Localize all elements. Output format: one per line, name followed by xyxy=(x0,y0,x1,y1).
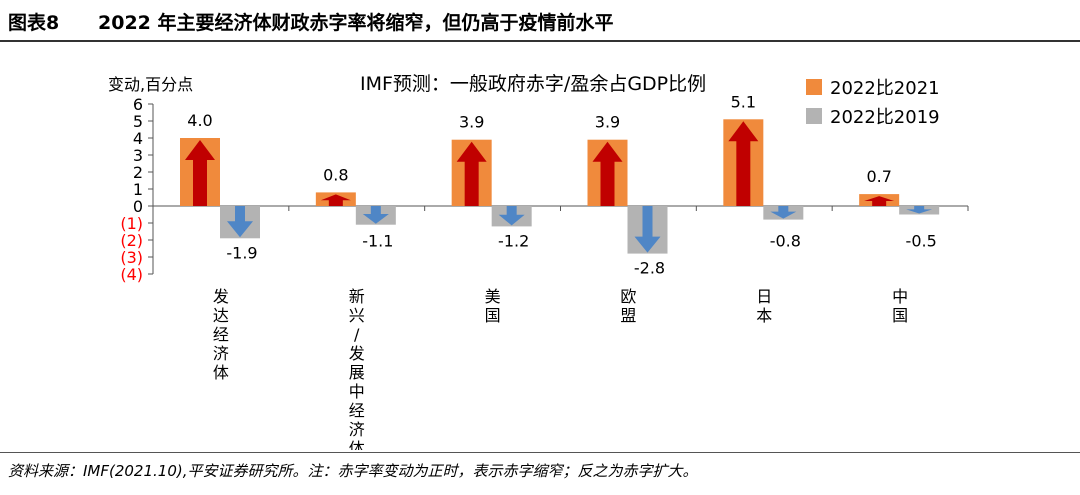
up-arrow-icon xyxy=(456,141,487,206)
data-label-2022-vs-2019: -2.8 xyxy=(634,259,665,278)
legend: 2022比2021 2022比2019 xyxy=(806,78,940,128)
figure-label: 图表8 xyxy=(8,12,60,34)
legend-swatch-2022-vs-2019 xyxy=(806,108,822,124)
data-labels: 4.0 -1.9 0.8 -1.1 3.9 -1.2 3.9 -2.8 5.1 -0.8 0.7 -0… xyxy=(187,92,937,277)
data-label-2022-vs-2019: -1.9 xyxy=(226,243,257,262)
down-arrow-icon xyxy=(227,206,253,238)
category-label: 日本 xyxy=(756,287,772,325)
y-tick-label: 5 xyxy=(133,112,143,131)
data-label-2022-vs-2019: -0.8 xyxy=(770,231,801,250)
y-tick-label: (1) xyxy=(120,214,143,233)
down-arrow-icon xyxy=(906,206,933,214)
y-tick-label: (2) xyxy=(120,231,143,250)
category-label: 发达经济体 xyxy=(213,287,229,382)
y-tick-label: 6 xyxy=(133,95,143,114)
up-arrow-icon xyxy=(320,194,351,206)
y-tick-label: 3 xyxy=(133,146,143,165)
up-arrow-icon xyxy=(728,121,759,206)
source-note: 资料来源：IMF(2021.10),平安证券研究所。注：赤字率变动为正时，表示赤… xyxy=(8,462,698,480)
category-label: 新兴/发展中经济体 xyxy=(349,287,365,450)
y-tick-label: 2 xyxy=(133,163,143,182)
figure-title: 2022 年主要经济体财政赤字率将缩窄，但仍高于疫情前水平 xyxy=(98,12,614,34)
y-tick-label: 4 xyxy=(133,129,143,148)
data-label-2022-vs-2021: 4.0 xyxy=(187,111,212,130)
data-label-2022-vs-2021: 3.9 xyxy=(459,113,484,132)
data-label-2022-vs-2019: -0.5 xyxy=(906,231,937,250)
data-label-2022-vs-2021: 0.7 xyxy=(866,167,891,186)
figure-header: 图表8 2022 年主要经济体财政赤字率将缩窄，但仍高于疫情前水平 xyxy=(0,0,1080,42)
category-label: 美国 xyxy=(485,287,501,325)
y-tick-label: (4) xyxy=(120,265,143,284)
data-label-2022-vs-2021: 0.8 xyxy=(323,165,348,184)
data-label-2022-vs-2021: 3.9 xyxy=(595,113,620,132)
up-arrow-icon xyxy=(864,196,895,206)
data-label-2022-vs-2019: -1.1 xyxy=(362,231,393,250)
footer-divider xyxy=(0,452,1080,453)
y-axis-label: 变动,百分点 xyxy=(108,75,193,94)
down-arrow-icon xyxy=(498,206,525,226)
data-label-2022-vs-2021: 5.1 xyxy=(731,92,756,111)
down-arrow-icon xyxy=(634,206,661,253)
category-label: 欧盟 xyxy=(620,287,636,325)
y-tick-label: 0 xyxy=(133,197,143,216)
bars xyxy=(180,119,940,254)
header-divider xyxy=(0,40,1080,42)
down-arrow-icon xyxy=(770,206,797,219)
legend-swatch-2022-vs-2021 xyxy=(806,79,822,95)
y-tick-label: 1 xyxy=(133,180,143,199)
category-labels: 发达经济体 新兴/发展中经济体 美国 欧盟 日本 中国 xyxy=(213,287,908,450)
chart-title: IMF预测：一般政府赤字/盈余占GDP比例 xyxy=(360,73,706,95)
legend-label-2022-vs-2019: 2022比2019 xyxy=(830,107,940,128)
y-tick-label: (3) xyxy=(120,248,143,267)
up-arrow-icon xyxy=(592,141,623,206)
legend-label-2022-vs-2021: 2022比2021 xyxy=(830,78,940,99)
down-arrow-icon xyxy=(362,206,389,224)
data-label-2022-vs-2019: -1.2 xyxy=(498,231,529,250)
category-label: 中国 xyxy=(892,287,908,325)
bar-chart: 变动,百分点 IMF预测：一般政府赤字/盈余占GDP比例 6543210(1)(… xyxy=(108,73,969,450)
up-arrow-icon xyxy=(185,140,215,206)
